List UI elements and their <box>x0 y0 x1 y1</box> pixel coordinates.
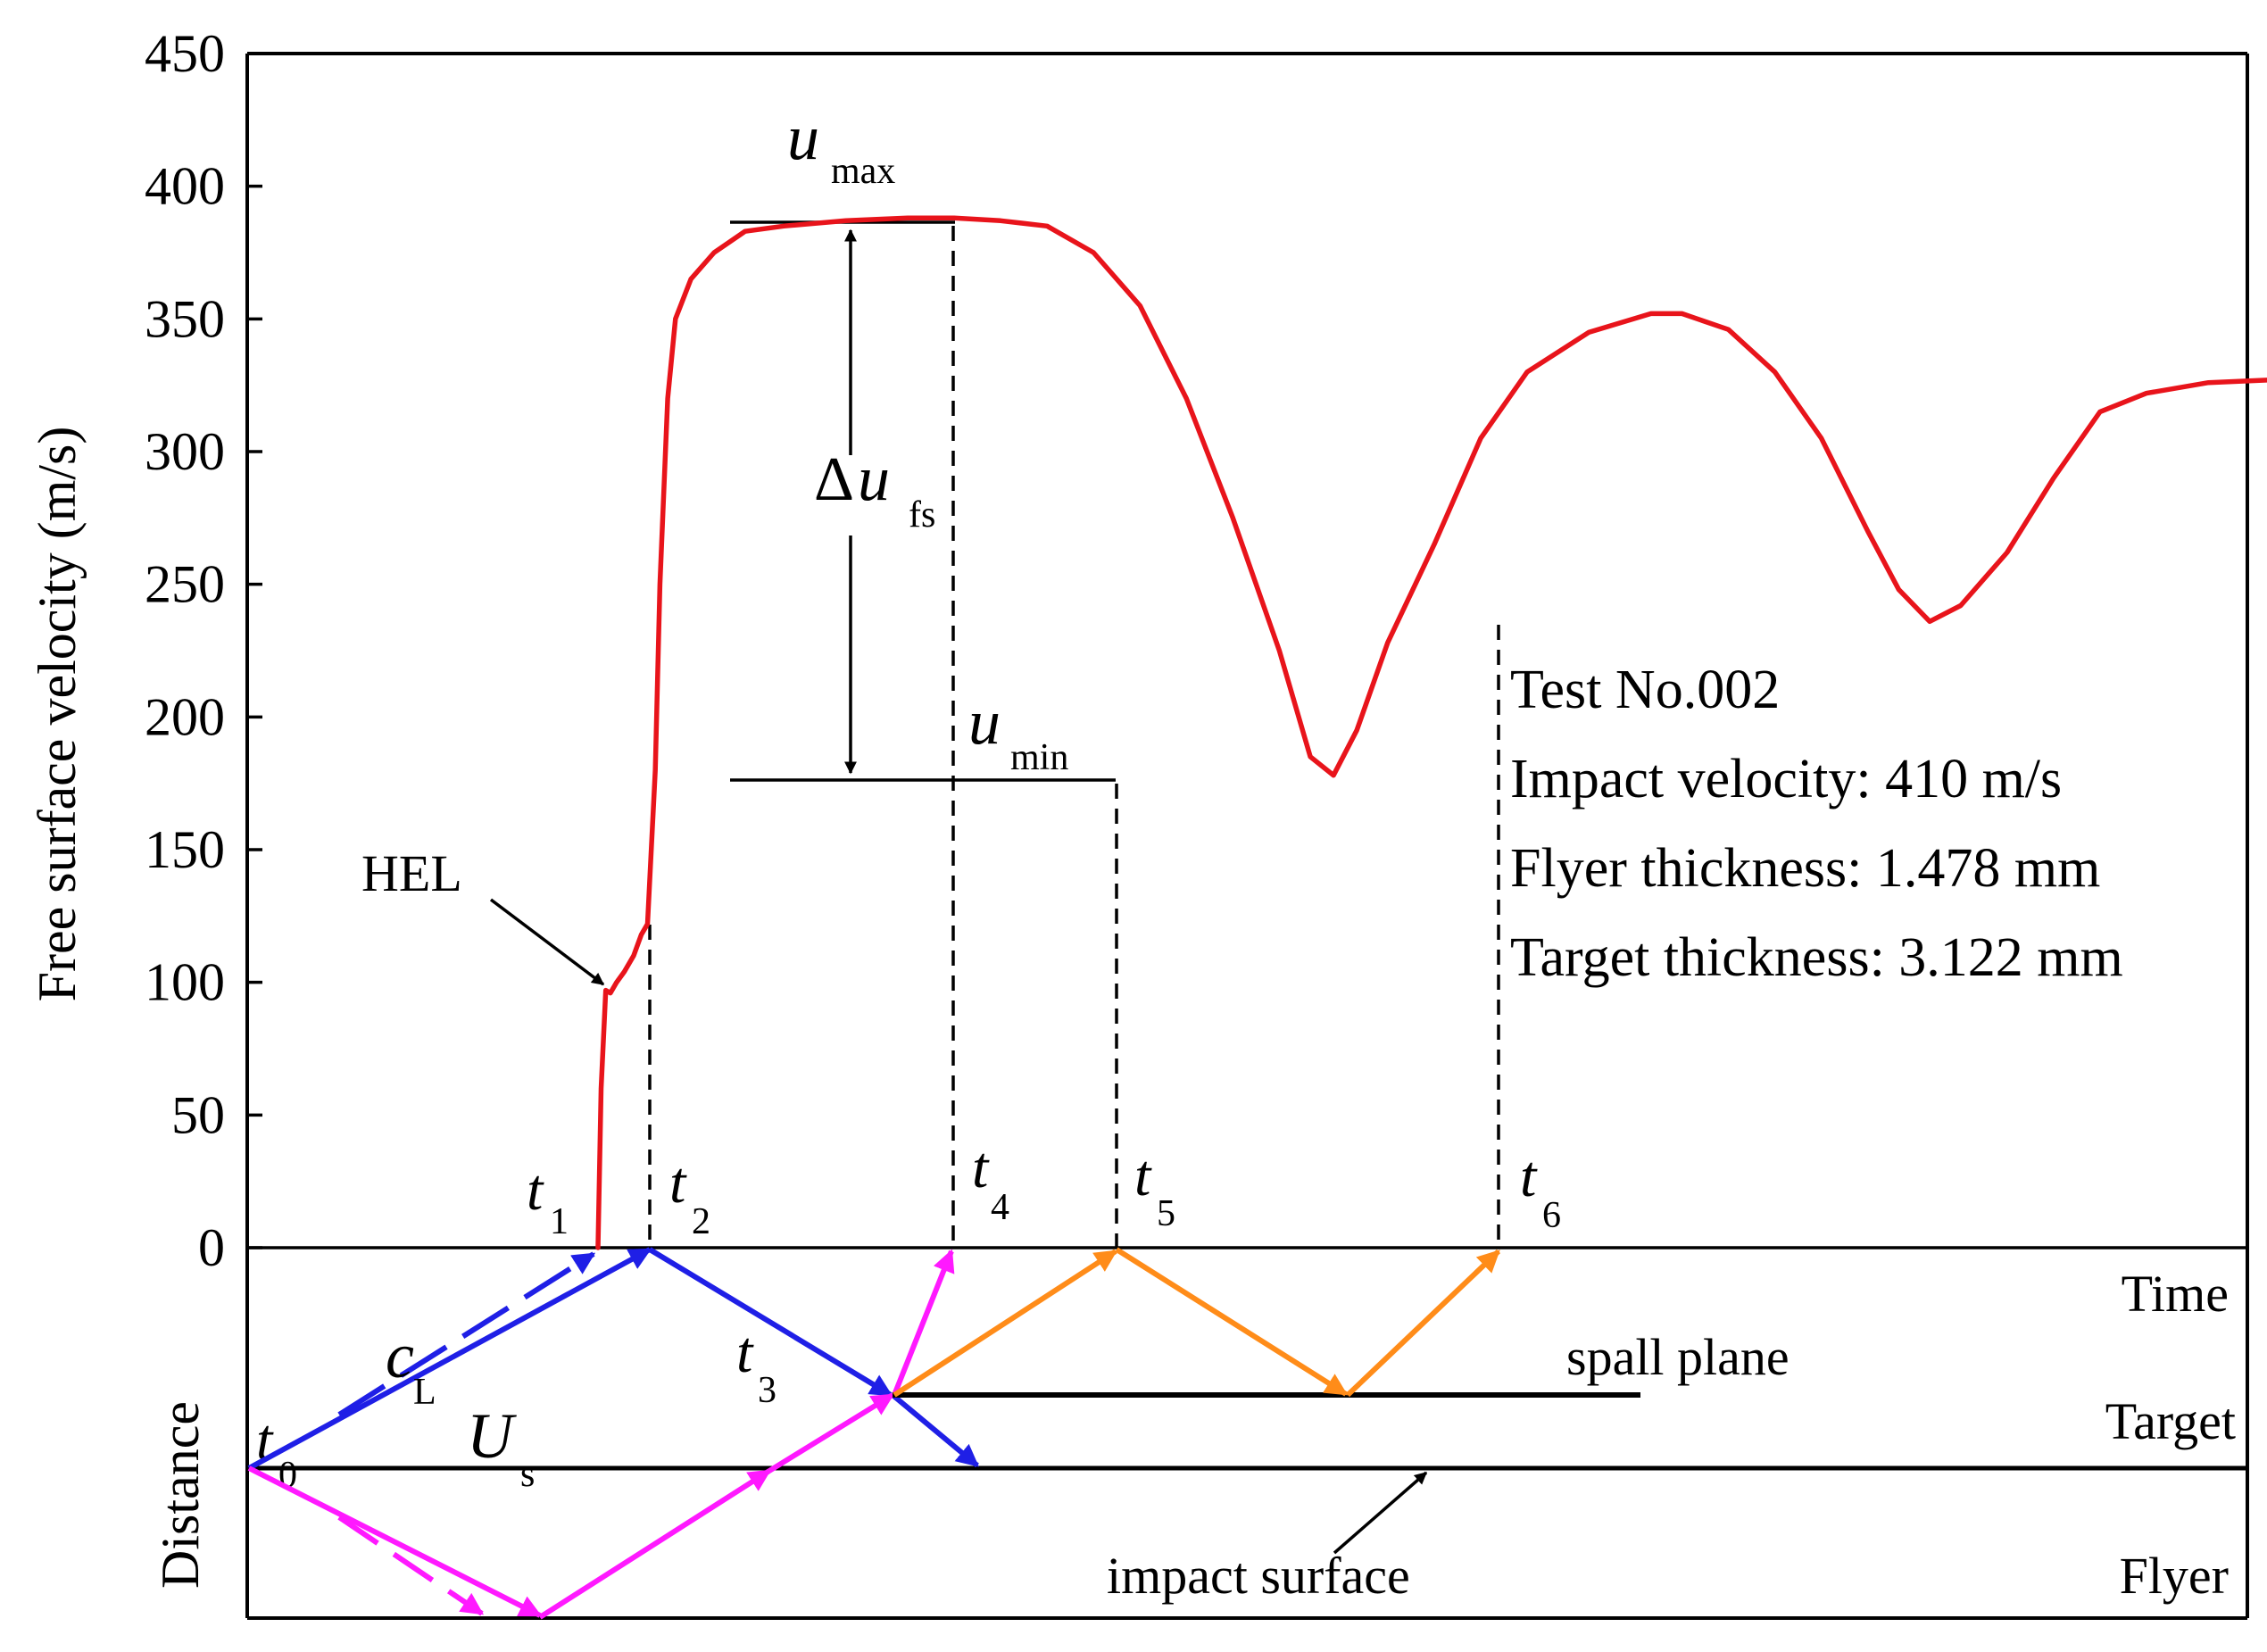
magenta-flyer-wave <box>247 1465 543 1618</box>
test-number: Test No.002 <box>1510 660 1780 720</box>
t4-symbol: t <box>972 1135 990 1200</box>
t5-subscript: 5 <box>1157 1193 1175 1234</box>
delta-u-fs-label: Δ u fs <box>814 443 935 535</box>
blue-wave-in <box>247 1247 652 1471</box>
blue-dashed-arrow <box>337 1251 596 1417</box>
t5-symbol: t <box>1134 1143 1152 1208</box>
test-info: Test No.002 Impact velocity: 410 m/s Fly… <box>1510 660 2123 988</box>
target-thickness: Target thickness: 3.122 mm <box>1510 927 2123 988</box>
flyer-thickness: Flyer thickness: 1.478 mm <box>1510 838 2100 899</box>
distance-label: Distance <box>151 1401 210 1589</box>
hel-pointer-arrow <box>489 898 605 986</box>
t2-subscript: 2 <box>692 1201 710 1242</box>
t4-subscript: 4 <box>991 1187 1009 1228</box>
t1-label: t 1 <box>527 1158 569 1242</box>
time-marker-lines <box>648 226 1500 1248</box>
y-tick-label: 150 <box>145 820 225 879</box>
t1-subscript: 1 <box>550 1201 569 1242</box>
orange-wave-1 <box>893 1249 1118 1398</box>
y-tick-label: 50 <box>171 1085 225 1144</box>
t1-symbol: t <box>527 1158 544 1223</box>
t4-label: t 4 <box>972 1135 1009 1228</box>
t3-label: t 3 <box>736 1320 776 1411</box>
magenta-up-arrow <box>892 1249 955 1397</box>
y-tick-label: 450 <box>145 24 225 83</box>
t3-symbol: t <box>736 1320 754 1385</box>
flyer-label: Flyer <box>2120 1547 2229 1605</box>
y-tick-label: 100 <box>145 953 225 1012</box>
y-axis-label: Free surface velocity (m/s) <box>28 427 87 1002</box>
wave-diagram <box>247 1247 1640 1620</box>
y-tick-label: 400 <box>145 157 225 216</box>
t6-subscript: 6 <box>1542 1195 1561 1236</box>
delta-u-symbol: u <box>858 443 890 514</box>
t5-label: t 5 <box>1134 1143 1175 1234</box>
velocity-curve <box>595 215 2267 1250</box>
impact-velocity: Impact velocity: 410 m/s <box>1510 749 2062 809</box>
y-tick-label: 0 <box>198 1218 225 1277</box>
target-label: Target <box>2105 1392 2236 1450</box>
u-min-label: u min <box>968 686 1068 778</box>
fs-subscript: fs <box>909 494 935 535</box>
us-subscript: s <box>520 1454 535 1495</box>
cl-subscript: L <box>413 1372 436 1413</box>
cl-label: c L <box>386 1320 436 1413</box>
cl-symbol: c <box>386 1320 414 1391</box>
us-label: U s <box>467 1400 535 1495</box>
y-tick-label: 200 <box>145 687 225 746</box>
impact-surface-label: impact surface <box>1107 1547 1410 1605</box>
magenta-release-wave-2 <box>768 1392 895 1474</box>
orange-wave-3 <box>1345 1249 1501 1398</box>
u-min-subscript: min <box>1010 737 1068 778</box>
blue-wave-reflected <box>648 1247 893 1398</box>
u-max-symbol: u <box>787 102 819 173</box>
us-symbol: U <box>467 1400 517 1472</box>
time-labels: t 1 t 2 t 4 t 5 t 6 t 3 t 0 <box>256 1135 1561 1496</box>
t6-label: t 6 <box>1520 1144 1561 1236</box>
hel-label: HEL <box>361 844 462 902</box>
blue-wave-continued <box>891 1392 979 1468</box>
y-tick-label: 300 <box>145 422 225 481</box>
y-axis-ticks: 0 50 100 150 200 250 300 350 400 450 <box>145 24 262 1277</box>
t2-symbol: t <box>669 1150 687 1216</box>
y-tick-label: 250 <box>145 555 225 614</box>
u-min-symbol: u <box>968 686 1001 758</box>
t6-symbol: t <box>1520 1144 1538 1209</box>
u-max-label: u max <box>787 102 895 192</box>
plot-frame <box>245 52 2249 1620</box>
spall-plane-label: spall plane <box>1566 1328 1790 1386</box>
y-tick-label: 350 <box>145 289 225 348</box>
u-max-subscript: max <box>831 151 895 192</box>
impact-surface-pointer <box>1333 1471 1428 1555</box>
magenta-release-wave <box>538 1468 772 1620</box>
time-label: Time <box>2122 1265 2229 1323</box>
t2-label: t 2 <box>669 1150 710 1242</box>
magenta-dashed-arrow <box>337 1515 485 1616</box>
delta-symbol: Δ <box>814 445 854 514</box>
t3-subscript: 3 <box>758 1370 776 1411</box>
orange-wave-2 <box>1115 1247 1349 1397</box>
